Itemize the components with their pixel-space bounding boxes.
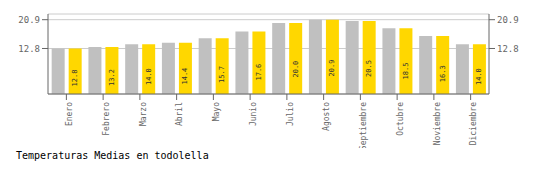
svg-text:20.9: 20.9 (328, 60, 336, 77)
svg-text:20.5: 20.5 (365, 60, 373, 77)
svg-text:Noviembre: Noviembre (433, 102, 442, 146)
svg-text:12.8: 12.8 (18, 44, 40, 54)
svg-text:13.2: 13.2 (108, 69, 116, 86)
svg-text:Marzo: Marzo (139, 102, 148, 126)
svg-text:14.4: 14.4 (181, 68, 189, 85)
svg-text:14.0: 14.0 (475, 68, 483, 85)
svg-text:Enero: Enero (65, 102, 74, 126)
svg-text:Mayo: Mayo (212, 102, 221, 121)
svg-text:12.8: 12.8 (497, 44, 519, 54)
svg-text:14.0: 14.0 (145, 68, 153, 85)
svg-text:Julio: Julio (286, 102, 295, 126)
svg-text:Febrero: Febrero (102, 102, 111, 136)
svg-text:20.0: 20.0 (292, 61, 300, 78)
svg-text:Abril: Abril (175, 102, 184, 126)
svg-text:18.5: 18.5 (402, 63, 410, 80)
svg-text:17.6: 17.6 (255, 64, 263, 81)
svg-text:20.9: 20.9 (18, 15, 40, 25)
svg-text:20.9: 20.9 (497, 15, 519, 25)
svg-text:Junio: Junio (249, 102, 258, 126)
svg-text:Agosto: Agosto (322, 102, 331, 131)
svg-text:12.8: 12.8 (71, 70, 79, 87)
svg-text:Octubre: Octubre (396, 102, 405, 136)
html-text:Temperaturas Medias en todolel: Temperaturas Medias en todolella (16, 150, 209, 161)
svg-text:Septiembre: Septiembre (359, 102, 368, 148)
svg-text:Diciembre: Diciembre (469, 102, 478, 146)
svg-text:16.3: 16.3 (439, 65, 447, 82)
svg-text:15.7: 15.7 (218, 66, 226, 83)
